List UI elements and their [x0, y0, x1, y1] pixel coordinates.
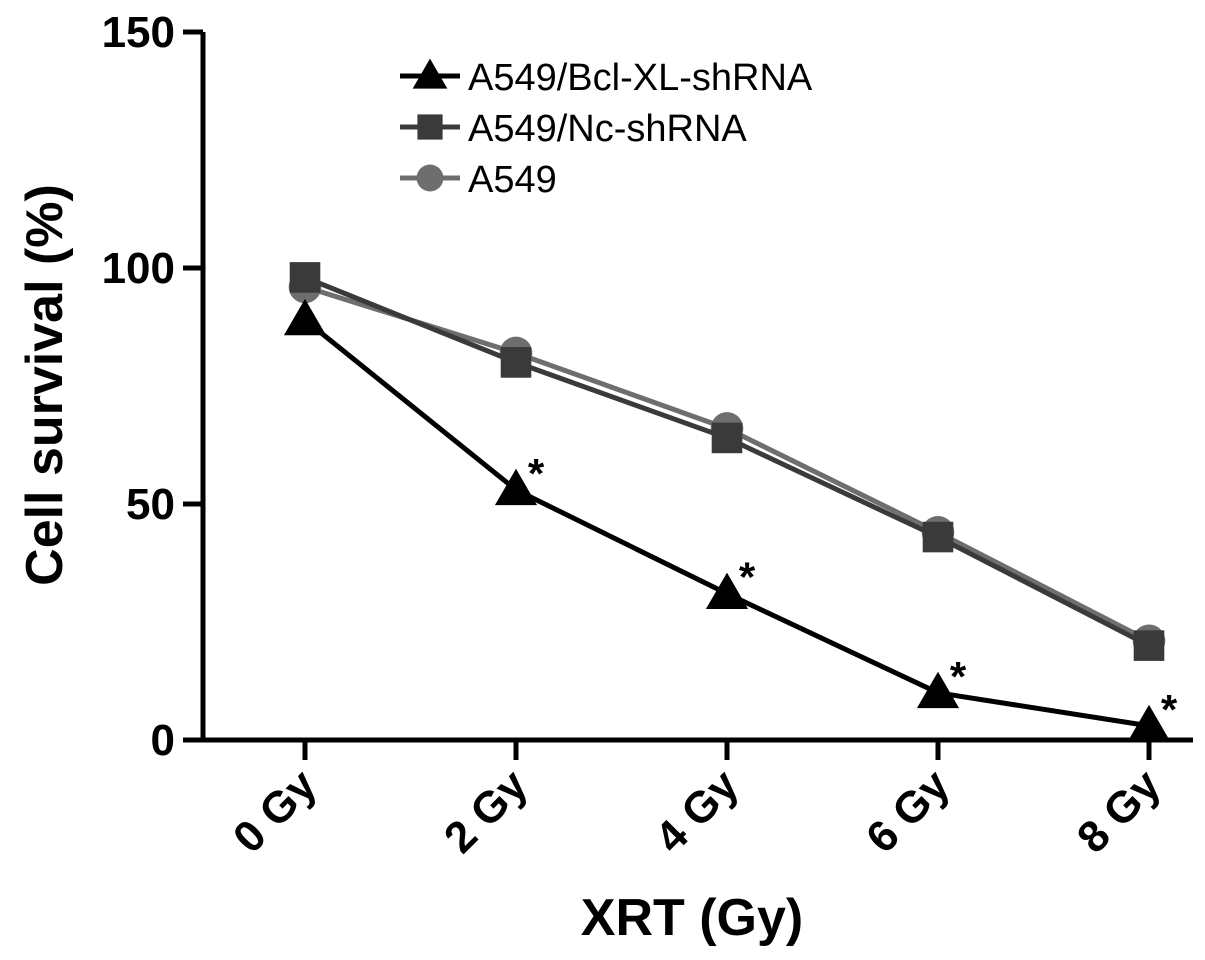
y-axis-title: Cell survival (%) [16, 184, 74, 586]
data-point-triangle [283, 298, 327, 336]
x-tick-label: 6 Gy [857, 760, 959, 862]
series-layer: * * * * [283, 262, 1178, 742]
legend-label: A549/Nc-shRNA [468, 108, 747, 150]
x-tick-label: 2 Gy [435, 760, 537, 862]
series-triangle [283, 298, 1171, 742]
data-point-triangle [494, 468, 538, 506]
data-point-circle [416, 164, 444, 192]
significance-asterisk: * [1161, 686, 1178, 733]
data-point-square [500, 347, 532, 378]
legend-item: A549/Bcl-XL-shRNA [400, 57, 813, 99]
y-tick-label: 150 [102, 8, 175, 57]
significance-asterisk: * [739, 554, 756, 601]
data-point-triangle [412, 58, 448, 89]
data-point-square [711, 422, 743, 454]
legend-item: A549/Nc-shRNA [400, 108, 747, 150]
x-tick-label: 8 Gy [1068, 760, 1170, 862]
data-point-triangle [705, 572, 749, 609]
data-point-square [289, 262, 321, 293]
legend-label: A549/Bcl-XL-shRNA [468, 57, 813, 99]
data-point-triangle [1127, 704, 1171, 742]
data-point-square [922, 521, 954, 553]
x-axis-title: XRT (Gy) [581, 889, 803, 947]
series-line [303, 317, 1150, 729]
y-tick-label: 100 [102, 244, 175, 293]
y-tick-label: 50 [126, 480, 175, 529]
legend: A549/Bcl-XL-shRNA A549/Nc-shRNA A549 [400, 57, 813, 201]
x-tick-label: 4 Gy [646, 760, 748, 862]
significance-asterisk: * [950, 653, 967, 700]
data-point-square [1133, 630, 1165, 661]
series-square [289, 262, 1165, 661]
data-point-triangle [916, 671, 960, 709]
x-tick-label: 0 Gy [224, 760, 326, 862]
significance-asterisk: * [528, 450, 545, 497]
legend-item: A549 [400, 159, 557, 201]
y-tick-label: 0 [151, 716, 175, 765]
legend-label: A549 [468, 159, 557, 201]
data-point-square [417, 114, 443, 140]
